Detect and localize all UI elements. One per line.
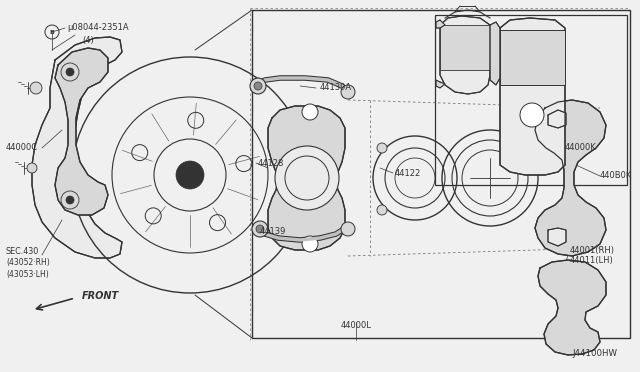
Polygon shape bbox=[55, 48, 108, 215]
Circle shape bbox=[176, 161, 204, 189]
Circle shape bbox=[256, 225, 264, 233]
Text: (4): (4) bbox=[82, 35, 93, 45]
Circle shape bbox=[66, 196, 74, 204]
Text: 44139: 44139 bbox=[260, 228, 286, 237]
Circle shape bbox=[250, 78, 266, 94]
Circle shape bbox=[377, 205, 387, 215]
Polygon shape bbox=[490, 22, 500, 85]
Polygon shape bbox=[548, 228, 566, 246]
Circle shape bbox=[30, 82, 42, 94]
Polygon shape bbox=[436, 80, 445, 88]
Bar bbox=[252, 10, 630, 338]
Polygon shape bbox=[440, 16, 490, 94]
Polygon shape bbox=[548, 110, 566, 128]
Polygon shape bbox=[268, 106, 345, 250]
Circle shape bbox=[66, 68, 74, 76]
Text: (43052·RH): (43052·RH) bbox=[6, 259, 50, 267]
Text: 440B0K: 440B0K bbox=[600, 171, 632, 180]
Polygon shape bbox=[436, 20, 445, 28]
Circle shape bbox=[302, 236, 318, 252]
Bar bbox=[500, 30, 565, 85]
Text: B: B bbox=[49, 29, 54, 35]
Polygon shape bbox=[500, 18, 565, 175]
Text: 44011(LH): 44011(LH) bbox=[570, 257, 614, 266]
Text: (43053·LH): (43053·LH) bbox=[6, 269, 49, 279]
Text: SEC.430: SEC.430 bbox=[6, 247, 39, 257]
Circle shape bbox=[254, 82, 262, 90]
Circle shape bbox=[377, 143, 387, 153]
Circle shape bbox=[61, 63, 79, 81]
Bar bbox=[440, 25, 490, 70]
Text: 44128: 44128 bbox=[258, 158, 284, 167]
Text: 44139A: 44139A bbox=[320, 83, 352, 93]
Text: 44000C: 44000C bbox=[6, 144, 38, 153]
Text: 44001(RH): 44001(RH) bbox=[570, 246, 615, 254]
Polygon shape bbox=[535, 100, 606, 256]
Circle shape bbox=[341, 85, 355, 99]
Text: 44122: 44122 bbox=[395, 169, 421, 177]
Polygon shape bbox=[538, 260, 606, 355]
Text: 44000K: 44000K bbox=[565, 144, 596, 153]
Circle shape bbox=[252, 221, 268, 237]
Bar bbox=[435, 15, 627, 185]
Circle shape bbox=[341, 222, 355, 236]
Circle shape bbox=[520, 103, 544, 127]
Text: 44000L: 44000L bbox=[340, 321, 371, 330]
Circle shape bbox=[275, 146, 339, 210]
Circle shape bbox=[27, 163, 37, 173]
Polygon shape bbox=[32, 37, 122, 258]
Circle shape bbox=[302, 104, 318, 120]
Text: FRONT: FRONT bbox=[82, 291, 119, 301]
Text: µ08044-2351A: µ08044-2351A bbox=[67, 23, 129, 32]
Circle shape bbox=[61, 191, 79, 209]
Text: J44100HW: J44100HW bbox=[572, 350, 617, 359]
